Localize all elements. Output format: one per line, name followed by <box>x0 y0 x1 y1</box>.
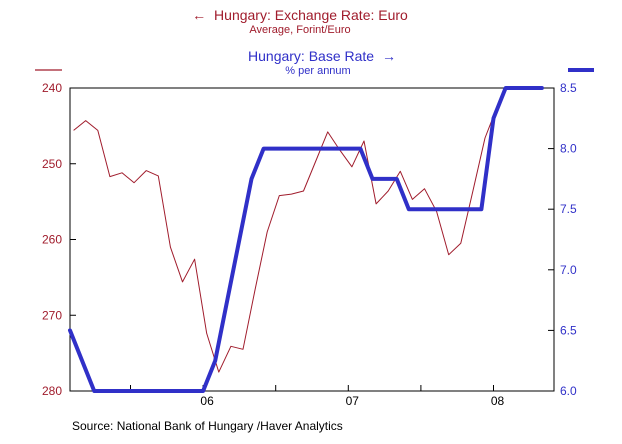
axis-ticks: 240 250 260 270 280 8.5 8.0 7.5 7.0 6.5 6.0 06 07 08 <box>42 81 577 408</box>
left-series-title: ← Hungary: Exchange Rate: Euro <box>192 7 408 23</box>
right-tick-label: 6.0 <box>560 384 577 398</box>
right-series-subtitle: % per annum <box>285 65 350 77</box>
right-tick-label: 6.5 <box>560 323 577 337</box>
right-tick-label: 7.5 <box>560 202 577 216</box>
left-tick-label: 280 <box>42 384 62 398</box>
left-arrow: ← <box>192 7 206 23</box>
right-tick-label: 8.5 <box>560 81 577 95</box>
exchange-rate-line <box>73 106 498 373</box>
x-tick-label: 07 <box>346 394 360 408</box>
left-tick-label: 270 <box>42 308 62 322</box>
right-title-text: Hungary: Base Rate <box>248 48 374 64</box>
plot-frame <box>69 87 555 392</box>
right-tick-label: 8.0 <box>560 142 577 156</box>
left-tick-label: 260 <box>42 233 62 247</box>
left-tick-label: 240 <box>42 81 62 95</box>
right-arrow: → <box>382 48 396 64</box>
source-note: Source: National Bank of Hungary /Haver … <box>72 419 343 433</box>
series-layer <box>68 86 544 393</box>
left-series-subtitle: Average, Forint/Euro <box>249 24 350 36</box>
left-tick-label: 250 <box>42 157 62 171</box>
x-tick-label: 06 <box>200 394 214 408</box>
right-tick-label: 7.0 <box>560 263 577 277</box>
right-series-title: Hungary: Base Rate → <box>248 48 396 64</box>
left-title-text: Hungary: Exchange Rate: Euro <box>214 7 408 23</box>
base-rate-line <box>68 86 544 393</box>
x-tick-label: 08 <box>491 394 505 408</box>
